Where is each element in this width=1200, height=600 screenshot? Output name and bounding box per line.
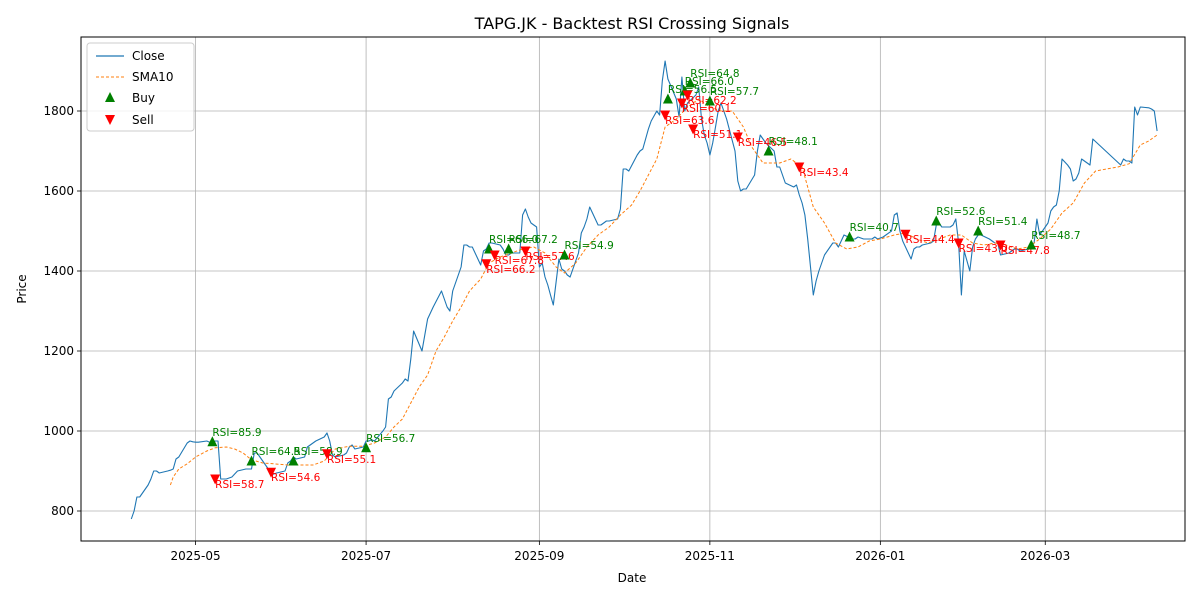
y-tick-label: 1400 xyxy=(43,264,74,278)
sell-signal-marker xyxy=(688,124,699,135)
sell-signal-marker xyxy=(682,90,693,101)
buy-signal-marker xyxy=(246,455,257,466)
y-tick-label: 1200 xyxy=(43,344,74,358)
legend-box xyxy=(86,42,195,132)
legend-sell-marker xyxy=(105,115,115,125)
y-tick-label: 1600 xyxy=(43,184,74,198)
buy-signal-marker xyxy=(931,215,942,226)
buy-rsi-label: RSI=56.5 xyxy=(668,84,717,96)
sell-signal-marker xyxy=(995,240,1006,251)
buy-rsi-label: RSI=40.7 xyxy=(850,222,899,234)
series-line-close xyxy=(130,60,1158,520)
sell-signal-marker xyxy=(210,474,221,485)
buy-signal-marker xyxy=(1026,239,1037,250)
buy-rsi-label: RSI=51.4 xyxy=(978,216,1028,228)
buy-signal-marker xyxy=(207,436,218,447)
sell-signal-marker xyxy=(266,467,277,478)
buy-rsi-label: RSI=85.9 xyxy=(212,427,261,439)
x-tick-label: 2025-09 xyxy=(514,549,564,563)
legend-buy-label: Buy xyxy=(132,91,155,105)
buy-rsi-label: RSI=54.9 xyxy=(565,240,614,252)
axes-frame xyxy=(80,36,1186,542)
buy-rsi-label: RSI=48.7 xyxy=(1031,230,1080,242)
legend-sell-label: Sell xyxy=(132,113,154,127)
buy-signal-marker xyxy=(973,225,984,236)
x-tick-label: 2025-05 xyxy=(171,549,221,563)
buy-signal-marker xyxy=(361,442,372,453)
sell-signal-marker xyxy=(660,110,671,121)
x-tick-label: 2026-01 xyxy=(855,549,905,563)
sell-signal-marker xyxy=(321,449,332,460)
sell-rsi-label: RSI=58.7 xyxy=(215,479,264,491)
buy-rsi-label: RSI=64.8 xyxy=(690,68,739,80)
buy-rsi-label: RSI=64.5 xyxy=(251,446,300,458)
buy-rsi-label: RSI=57.7 xyxy=(710,86,759,98)
sell-rsi-label: RSI=43.0 xyxy=(959,243,1008,255)
buy-signal-marker xyxy=(685,77,696,88)
buy-rsi-label: RSI=66.0 xyxy=(685,76,734,88)
sell-signal-marker xyxy=(520,246,531,257)
buy-rsi-label: RSI=67.2 xyxy=(509,234,558,246)
y-axis: 800 1000 1200 1400 1600 1800 xyxy=(43,104,81,518)
y-tick-label: 1000 xyxy=(43,424,74,438)
buy-signal-marker xyxy=(662,93,673,104)
sell-rsi-label: RSI=55.1 xyxy=(327,454,376,466)
y-tick-label: 1800 xyxy=(43,104,74,118)
plot-area: RSI=85.9 RSI=58.7 RSI=64.5 RSI=54.6 RSI=58.9… xyxy=(130,60,1158,520)
buy-signal-marker xyxy=(704,95,715,106)
sell-rsi-label: RSI=46.5 xyxy=(738,137,787,149)
buy-rsi-label: RSI=52.6 xyxy=(936,206,986,218)
sell-signal-marker xyxy=(732,132,743,143)
grid-lines xyxy=(81,37,1185,541)
sell-rsi-label: RSI=63.6 xyxy=(665,115,715,127)
legend-sma-label: SMA10 xyxy=(132,70,173,84)
sell-rsi-label: RSI=47.8 xyxy=(1001,245,1050,257)
buy-signal-marker xyxy=(763,145,774,156)
buy-signal-marker xyxy=(503,243,514,254)
chart-title: TAPG.JK - Backtest RSI Crossing Signals xyxy=(474,14,790,33)
x-tick-label: 2026-03 xyxy=(1020,549,1070,563)
sell-signal-marker xyxy=(953,238,964,249)
x-axis-title: Date xyxy=(618,571,647,585)
sell-signal-marker xyxy=(481,259,492,270)
sell-rsi-label: RSI=44.4 xyxy=(906,234,956,246)
sell-signal-marker xyxy=(489,250,500,261)
sell-rsi-label: RSI=51.1 xyxy=(693,129,742,141)
buy-rsi-label: RSI=56.7 xyxy=(366,433,415,445)
sell-signal-marker xyxy=(794,162,805,173)
buy-signal-marker xyxy=(844,231,855,242)
x-tick-label: 2025-07 xyxy=(341,549,391,563)
buy-rsi-label: RSI=48.1 xyxy=(769,136,818,148)
sell-rsi-label: RSI=60.1 xyxy=(682,103,731,115)
sell-signal-marker xyxy=(676,98,687,109)
sell-signal-marker xyxy=(900,229,911,240)
sell-rsi-label: RSI=43.4 xyxy=(799,167,849,179)
buy-signal-marker xyxy=(288,455,299,466)
sell-rsi-label: RSI=66.2 xyxy=(486,264,535,276)
buy-rsi-label: RSI=58.9 xyxy=(293,446,342,458)
x-tick-label: 2025-11 xyxy=(685,549,735,563)
sell-rsi-label: RSI=67.8 xyxy=(495,255,544,267)
series-line-sma10 xyxy=(169,98,1158,486)
x-axis: 2025-05 2025-07 2025-09 2025-11 2026-01 2026-… xyxy=(171,541,1070,563)
sell-rsi-label: RSI=54.6 xyxy=(271,472,321,484)
y-tick-label: 800 xyxy=(51,504,74,518)
buy-signal-marker xyxy=(559,249,570,260)
buy-rsi-label: RSI=66.0 xyxy=(489,234,538,246)
y-axis-title: Price xyxy=(15,274,29,303)
legend-close-label: Close xyxy=(132,49,165,63)
legend: Close SMA10 Buy Sell xyxy=(86,42,195,132)
legend-buy-marker xyxy=(105,92,115,102)
